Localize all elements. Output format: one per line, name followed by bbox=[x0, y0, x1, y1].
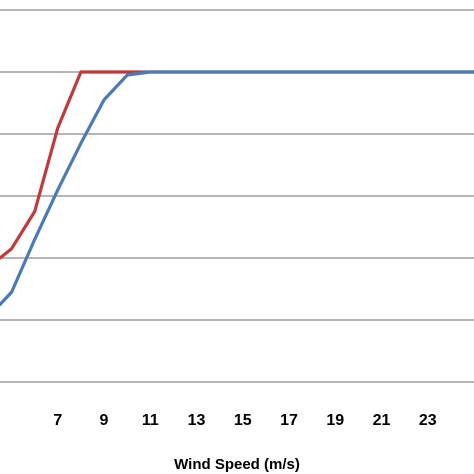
x-tick-label: 13 bbox=[188, 412, 206, 429]
x-tick-label: 9 bbox=[100, 412, 109, 429]
x-tick-label: 11 bbox=[142, 412, 159, 429]
x-tick-label: 23 bbox=[419, 412, 437, 429]
x-tick-label: 15 bbox=[234, 412, 252, 429]
series-line-2 bbox=[0, 70, 474, 307]
gridlines bbox=[0, 9, 474, 383]
x-tick-label: 17 bbox=[280, 412, 298, 429]
x-tick-label: 21 bbox=[373, 412, 391, 429]
x-tick-label: 19 bbox=[326, 412, 344, 429]
x-tick-label: 7 bbox=[53, 412, 62, 429]
x-axis-ticks: 7 9 11 13 15 17 19 21 23 bbox=[53, 412, 436, 429]
series-group bbox=[0, 70, 474, 307]
x-axis-title: Wind Speed (m/s) bbox=[174, 456, 300, 473]
